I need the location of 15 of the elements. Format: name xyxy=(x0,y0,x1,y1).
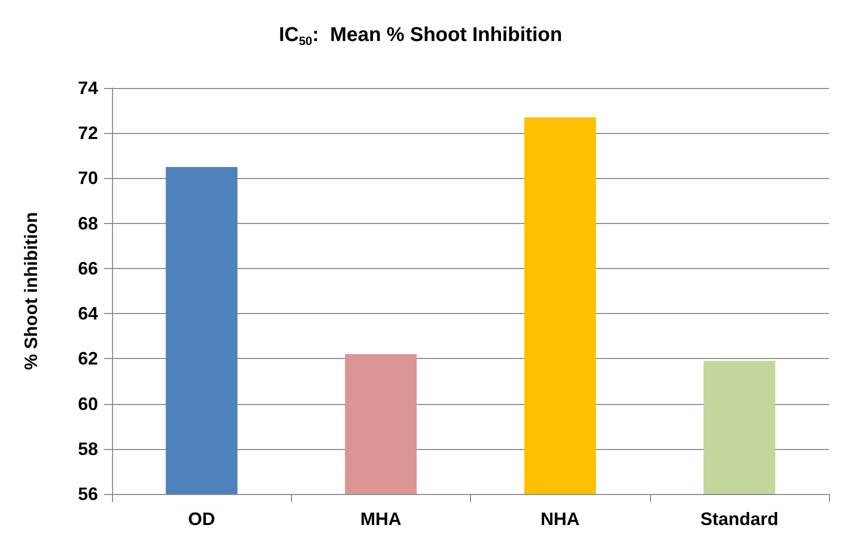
y-tick-label: 62 xyxy=(78,348,98,369)
y-tick-label: 64 xyxy=(78,304,98,324)
x-tick-label: NHA xyxy=(540,509,580,529)
y-tick-label: 60 xyxy=(78,394,98,414)
x-tick-label: MHA xyxy=(360,509,402,529)
x-tick-label: Standard xyxy=(700,509,778,529)
x-tick-label: OD xyxy=(188,509,216,529)
y-tick-label: 70 xyxy=(78,168,98,188)
y-tick-label: 74 xyxy=(78,78,98,98)
y-tick-label: 56 xyxy=(78,484,98,504)
y-axis-title: % Shoot inhibition xyxy=(21,212,41,370)
y-tick-label: 58 xyxy=(78,438,98,459)
y-tick-label: 72 xyxy=(78,123,98,144)
y-tick-label: 66 xyxy=(78,258,98,278)
y-tick-label: 68 xyxy=(78,213,98,234)
